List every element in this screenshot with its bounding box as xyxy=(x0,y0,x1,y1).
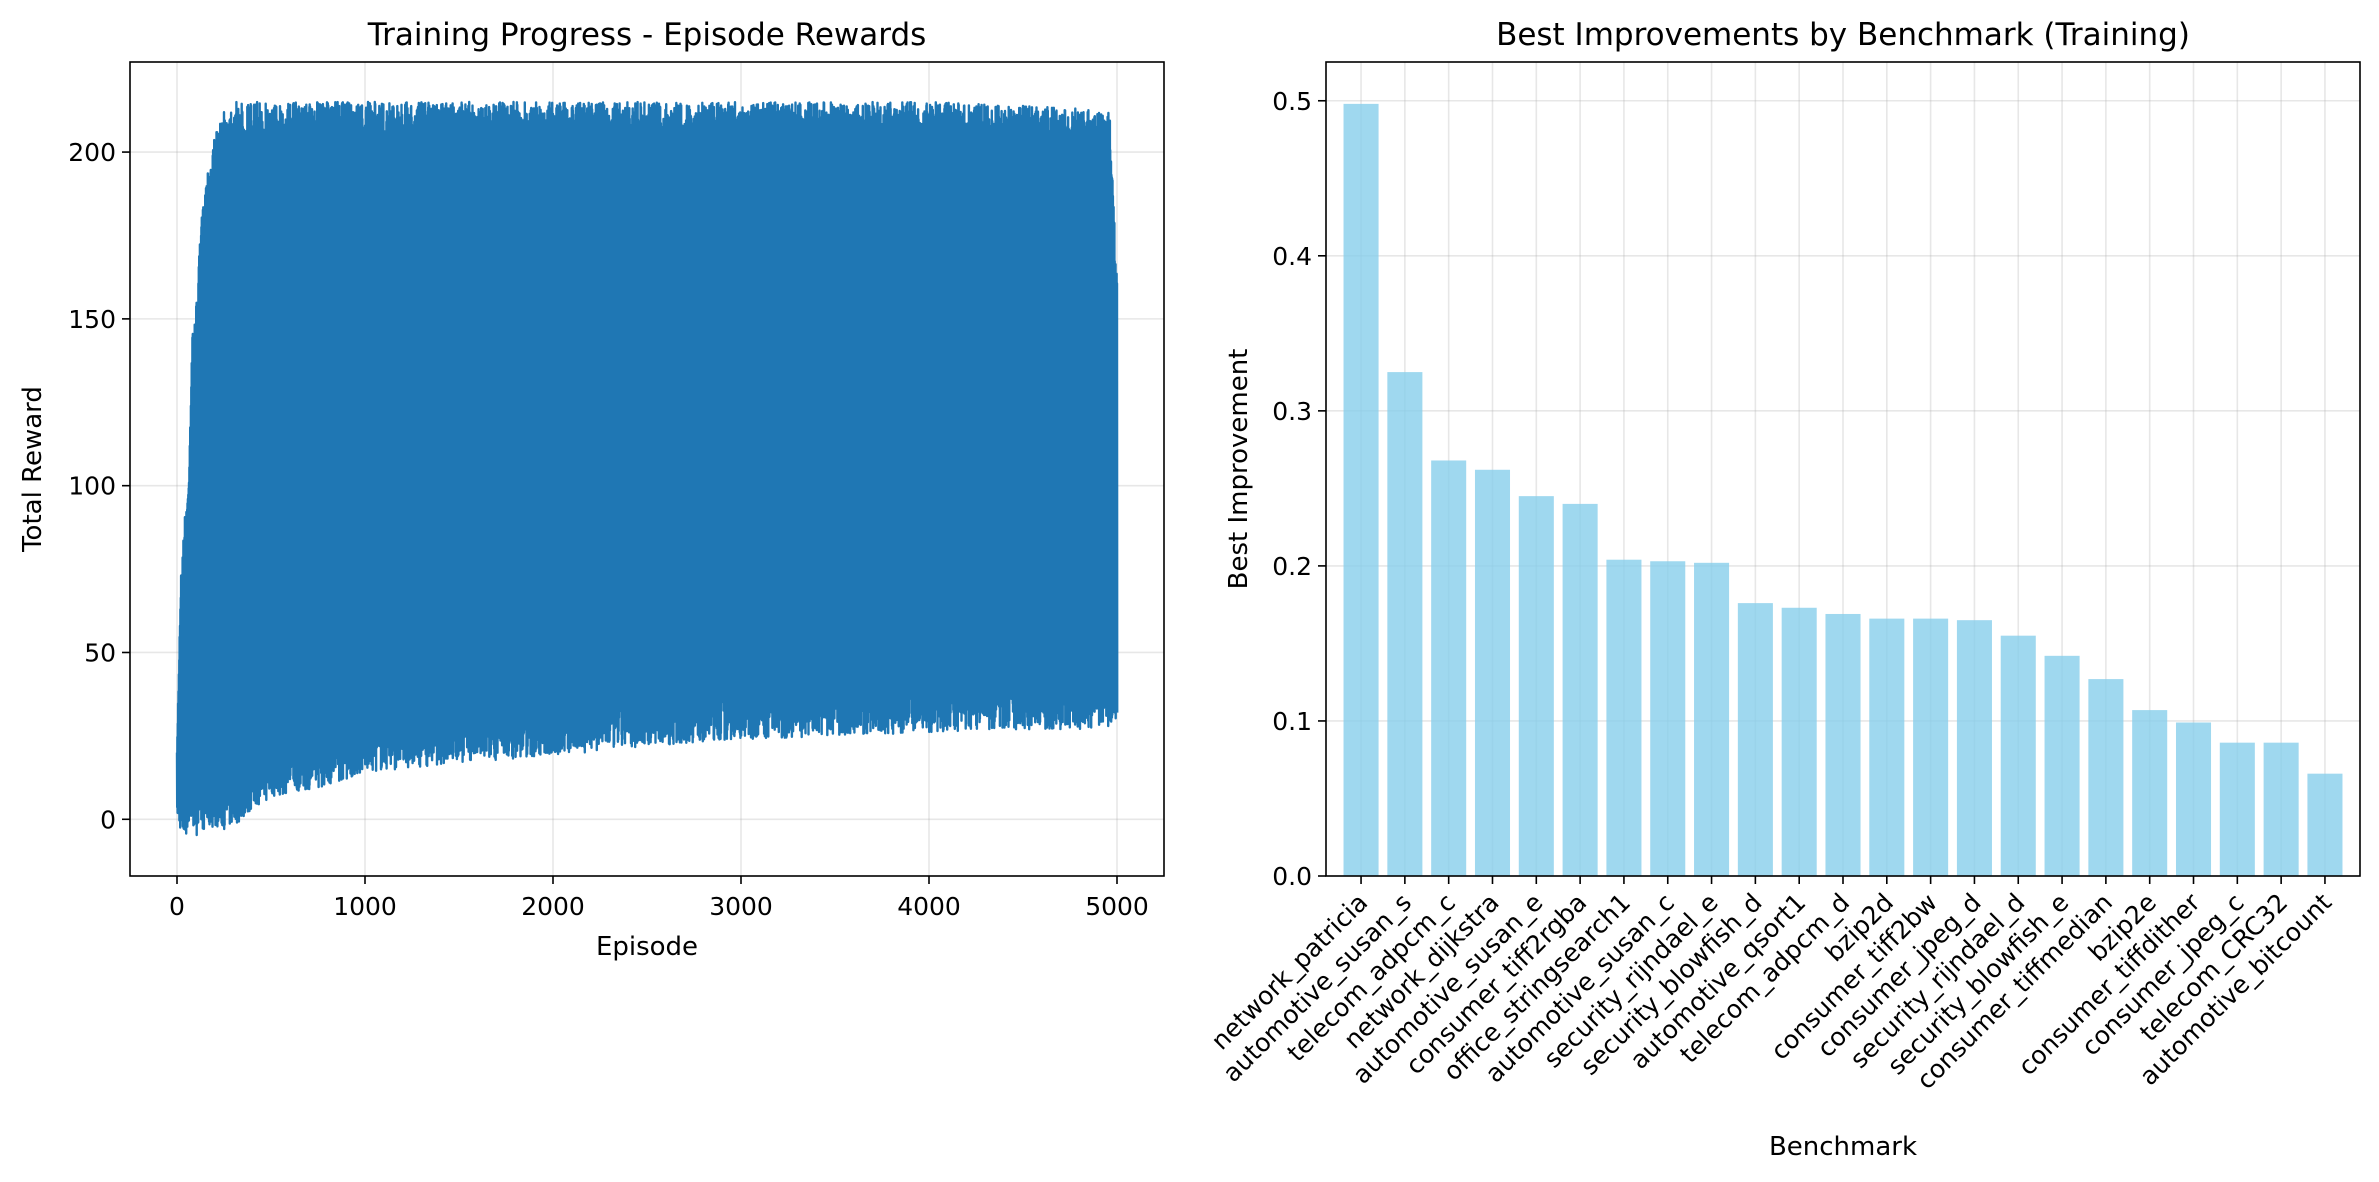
x-tick-label: 3000 xyxy=(709,892,773,921)
bar-network_dijkstra xyxy=(1474,469,1511,876)
bar-security_rijndael_d xyxy=(2000,635,2036,876)
episode-rewards-x-ticks: 0 1000 2000 3000 4000 5000 xyxy=(169,876,1149,921)
y-tick-label: 0 xyxy=(100,805,116,834)
y-tick-label: 0.3 xyxy=(1272,397,1312,426)
bar-security_rijndael_e xyxy=(1694,562,1730,876)
bar-automotive_susan_c xyxy=(1650,561,1686,876)
bar-consumer_tiff2rgba xyxy=(1562,503,1598,876)
episode-rewards-axes-frame xyxy=(129,61,1165,877)
y-tick-label: 0.1 xyxy=(1272,707,1312,736)
bar-telecom_adpcm_d xyxy=(1825,613,1861,876)
best-improvements-chart: network_patriciaautomotive_susan_steleco… xyxy=(1206,17,2361,1162)
episode-rewards-x-label: Episode xyxy=(596,932,698,962)
x-tick-label: 1000 xyxy=(333,892,397,921)
best-improvements-y-ticks: 0.0 0.1 0.2 0.3 0.4 0.5 xyxy=(1272,87,1326,891)
bar-office_stringsearch1 xyxy=(1606,559,1642,876)
best-improvements-x-label: Benchmark xyxy=(1769,1132,1917,1162)
bar-telecom_CRC32 xyxy=(2263,742,2299,876)
episode-rewards-y-ticks: 0 50 100 150 200 xyxy=(68,138,130,834)
bar-consumer_jpeg_d xyxy=(1956,620,1992,876)
bar-bzip2d xyxy=(1869,618,1905,876)
best-improvements-y-label: Best Improvement xyxy=(1224,349,1254,590)
bar-automotive_bitcount xyxy=(2307,773,2343,876)
y-tick-label: 150 xyxy=(68,305,116,334)
x-tick-label: 0 xyxy=(169,892,185,921)
bar-consumer_tiffdither xyxy=(2175,722,2212,876)
bar-automotive_qsort1 xyxy=(1781,607,1817,876)
best-improvements-bars xyxy=(1343,103,2343,876)
x-tick-label: 4000 xyxy=(897,892,961,921)
y-tick-label: 200 xyxy=(68,138,116,167)
bar-consumer_tiff2bw xyxy=(1913,618,1949,876)
y-tick-label: 0.5 xyxy=(1272,87,1312,116)
episode-rewards-y-label: Total Reward xyxy=(18,386,48,553)
bar-bzip2e xyxy=(2132,710,2168,876)
episode-rewards-chart: 0 1000 2000 3000 4000 5000 0 50 100 150 200 Train… xyxy=(18,17,1165,962)
x-tick-label: 2000 xyxy=(521,892,585,921)
episode-reward-line xyxy=(175,100,1119,837)
bar-consumer_jpeg_c xyxy=(2219,742,2255,876)
bar-automotive_susan_e xyxy=(1518,496,1554,876)
y-tick-label: 50 xyxy=(84,638,116,667)
best-improvements-title: Best Improvements by Benchmark (Training… xyxy=(1496,17,2190,53)
y-tick-label: 0.0 xyxy=(1272,862,1312,891)
bar-consumer_tiffmedian xyxy=(2088,679,2124,876)
bar-automotive_susan_s xyxy=(1387,372,1423,876)
y-tick-label: 0.4 xyxy=(1272,242,1312,271)
y-tick-label: 100 xyxy=(68,472,116,501)
episode-rewards-title: Training Progress - Episode Rewards xyxy=(367,17,927,53)
x-tick-label: 5000 xyxy=(1085,892,1149,921)
bar-security_blowfish_d xyxy=(1737,603,1773,876)
episode-rewards-series xyxy=(175,100,1119,837)
bar-security_blowfish_e xyxy=(2044,655,2080,876)
bar-telecom_adpcm_c xyxy=(1431,460,1467,876)
bar-network_patricia xyxy=(1343,103,1379,876)
y-tick-label: 0.2 xyxy=(1272,552,1312,581)
